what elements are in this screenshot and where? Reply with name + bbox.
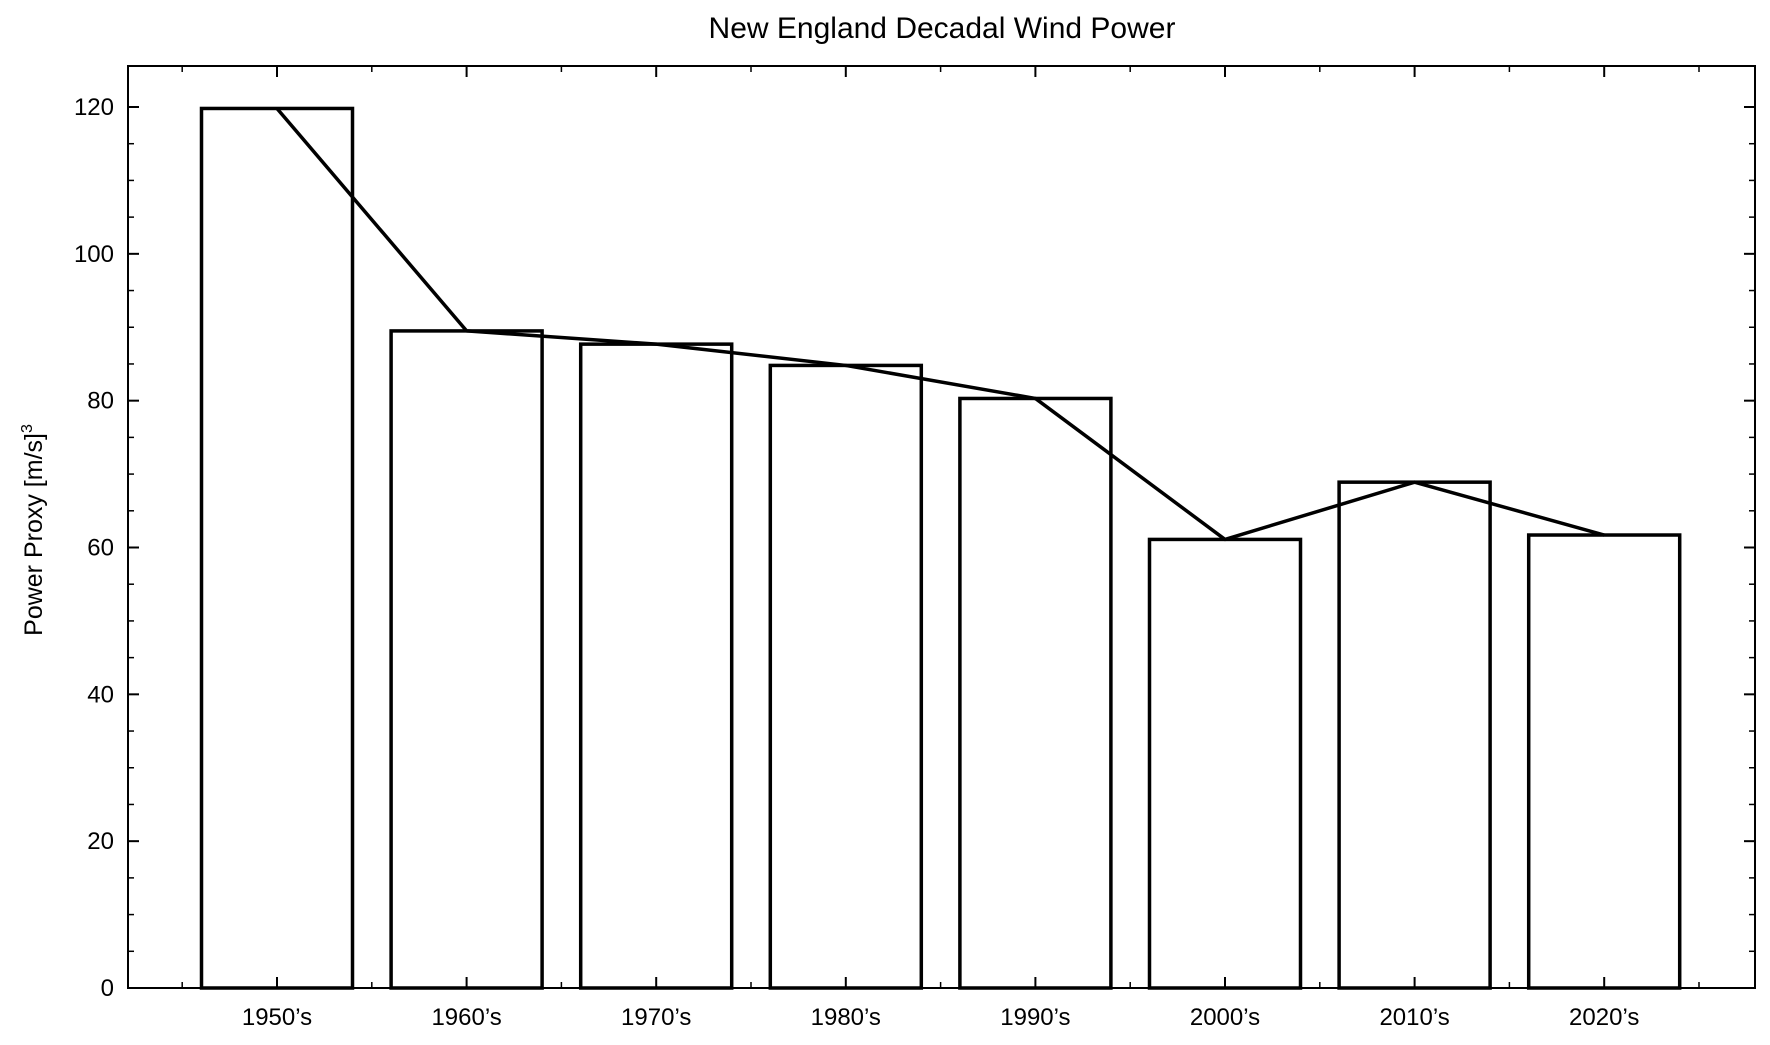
y-tick-label: 100 [74,241,114,268]
plot-frame [127,65,1756,989]
y-tick-label: 0 [101,975,114,1002]
x-tick-label: 1970’s [621,1004,691,1031]
y-axis-label: Power Proxy [m/s]3 [19,424,48,636]
bar-2010 [1337,480,1492,990]
x-tick-label: 1990’s [1000,1004,1070,1031]
bar-1950 [199,106,355,990]
trend-line [275,107,1605,542]
bar-1970 [578,342,734,990]
y-axis-label-superscript: 3 [19,424,36,433]
bar-2020 [1526,533,1682,990]
x-tick-label: 2010’s [1379,1004,1449,1031]
y-tick-label: 60 [87,535,114,562]
x-tick-label: 1980’s [811,1004,881,1031]
y-tick-label: 80 [87,388,114,415]
bar-1960 [389,329,544,990]
bar-1990 [958,396,1113,990]
y-tick-label: 40 [87,681,114,708]
y-axis-label-text: Power Proxy [m/s] [20,433,48,636]
y-tick-label: 120 [74,94,114,121]
chart-title: New England Decadal Wind Power [709,12,1176,45]
bar-1980 [768,363,924,990]
x-tick-label: 2020’s [1569,1004,1639,1031]
bar-2000 [1147,537,1303,990]
x-tick-label: 1950’s [242,1004,312,1031]
x-tick-label: 2000’s [1190,1004,1260,1031]
x-tick-label: 1960’s [431,1004,501,1031]
y-tick-label: 20 [87,828,114,855]
plot-area: 0 20 40 60 80 100 120 1950’s 1960’s 1970’s 1980’s 1… [74,65,1756,1031]
